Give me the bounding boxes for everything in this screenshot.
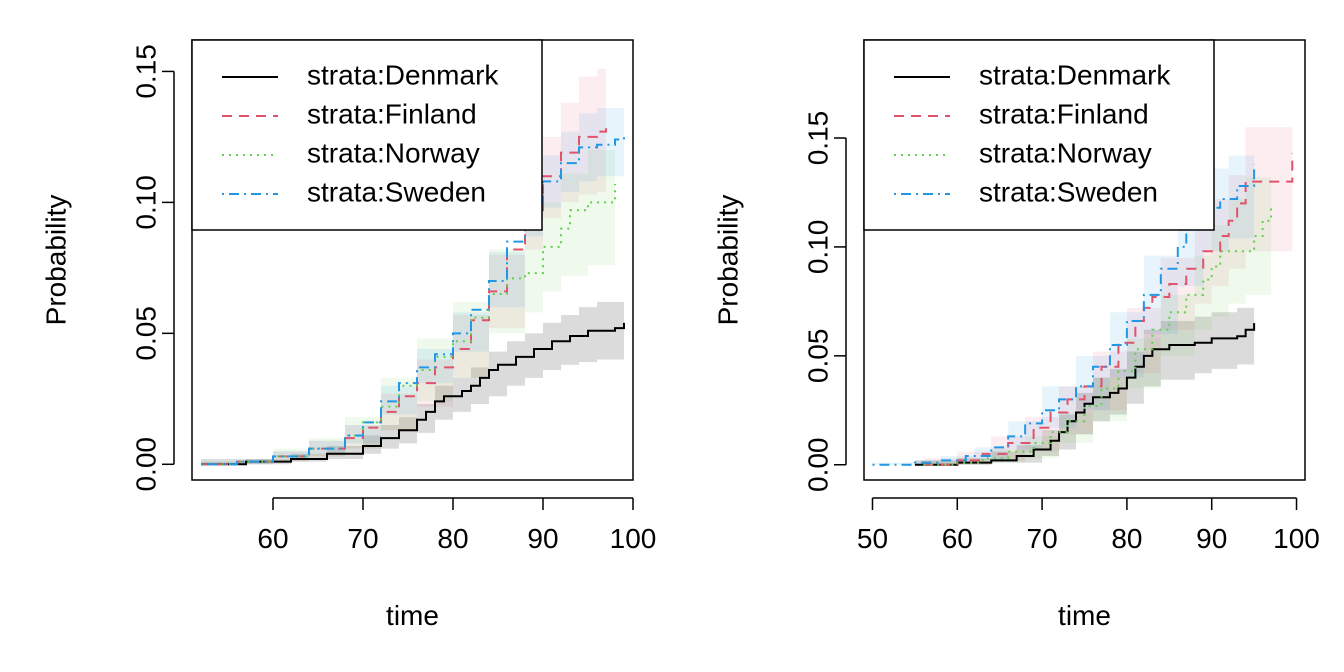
legend-label-sweden: strata:Sweden [307,176,486,207]
x-axis: 50 60 70 80 90 100 [857,497,1320,554]
y-tick-label: 0.00 [130,437,161,492]
series-line-finland [201,126,607,466]
x-tick-label: 80 [1111,523,1142,554]
series-line-norway [201,184,616,466]
legend-label-denmark: strata:Denmark [307,59,499,90]
x-tick-label: 70 [1027,523,1058,554]
ci-band-norway [923,148,1272,465]
legend-label-denmark: strata:Denmark [979,59,1171,90]
y-axis-label: Probability [40,195,71,326]
x-tick-label: 90 [527,523,558,554]
legend-label-norway: strata:Norway [307,137,480,168]
x-axis: 60 70 80 90 100 [257,497,657,554]
y-tick-label: 0.05 [130,306,161,361]
legend-box [191,39,543,231]
series-line-denmark [201,322,625,466]
left-panel: 60 70 80 90 100 0.00 0.05 0.10 0.15 time Probabili… [40,39,657,631]
y-tick-label: 0.15 [802,111,833,166]
y-tick-label: 0.05 [802,329,833,384]
ci-band-finland [923,96,1293,465]
y-tick-label: 0.15 [130,44,161,99]
legend-label-finland: strata:Finland [307,98,477,129]
plot-area [872,96,1294,466]
legend: strata:Denmark strata:Finland strata:Norwa… [863,39,1215,231]
x-tick-label: 60 [257,523,288,554]
y-tick-label: 0.10 [130,175,161,230]
plot-area [201,68,625,466]
y-axis-label: Probability [712,195,743,326]
x-tick-label: 50 [857,523,888,554]
ci-band-sweden [201,97,624,465]
series-line-finland [923,153,1294,466]
x-tick-label: 90 [1196,523,1227,554]
right-panel: 50 60 70 80 90 100 0.00 0.05 0.10 0.15 time Probabi… [712,39,1320,631]
x-tick-label: 80 [437,523,468,554]
legend-box [863,39,1215,231]
y-tick-label: 0.00 [802,438,833,493]
x-axis-label: time [1058,600,1111,631]
x-tick-label: 100 [610,523,657,554]
y-tick-label: 0.10 [802,220,833,275]
series-line-norway [923,207,1273,466]
y-axis: 0.00 0.05 0.10 0.15 [802,111,847,493]
x-tick-label: 70 [347,523,378,554]
legend-label-norway: strata:Norway [979,137,1152,168]
x-tick-label: 100 [1273,523,1320,554]
x-tick-label: 60 [942,523,973,554]
legend-label-finland: strata:Finland [979,98,1149,129]
y-axis: 0.00 0.05 0.10 0.15 [130,44,175,492]
ci-band-denmark [914,290,1255,465]
legend-label-sweden: strata:Sweden [979,176,1158,207]
x-axis-label: time [386,600,439,631]
ci-band-norway [201,136,615,465]
series-line-denmark [914,323,1256,466]
series-line-sweden [201,134,625,466]
ci-band-finland [201,68,606,465]
legend: strata:Denmark strata:Finland strata:Norwa… [191,39,543,231]
